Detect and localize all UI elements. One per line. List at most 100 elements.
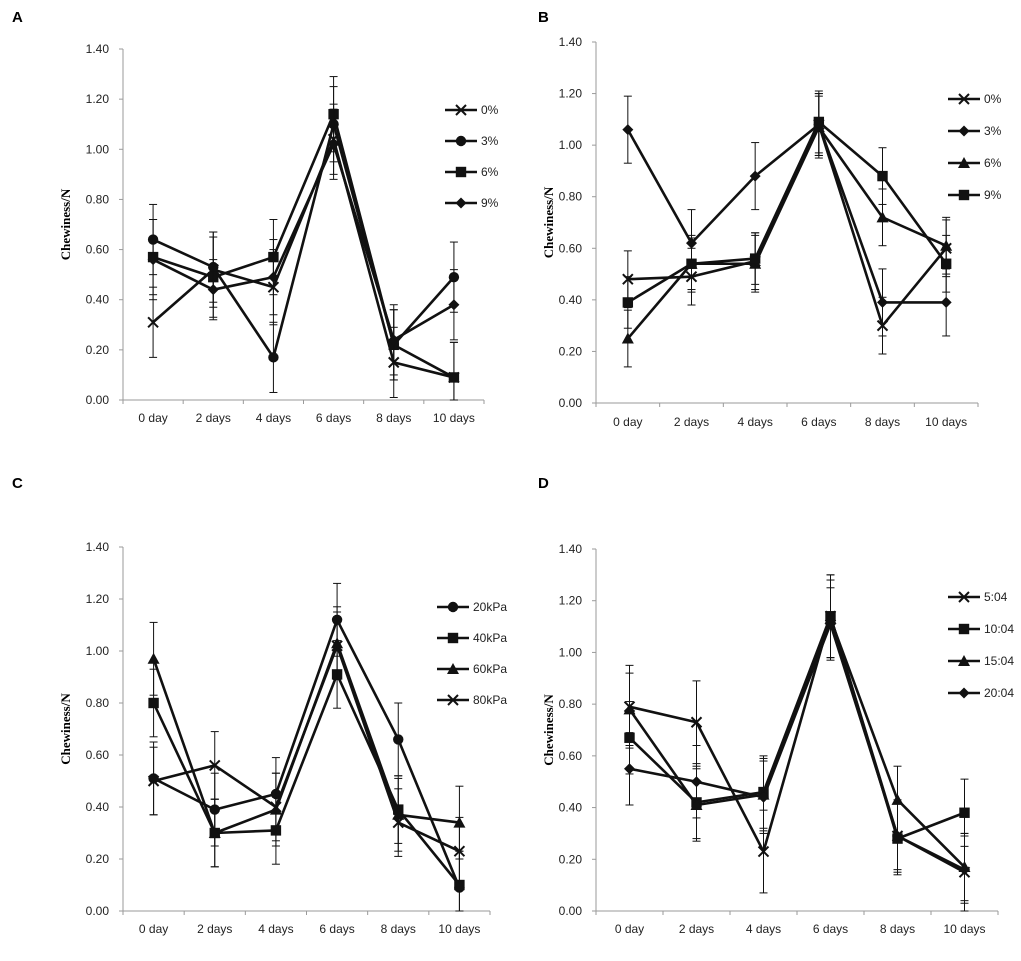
data-point [147,775,160,787]
data-point [877,170,888,182]
x-tick-label: 4 days [256,411,291,425]
x-tick-label: 8 days [865,415,900,429]
legend-label: 9% [481,196,499,210]
x-tick-label: 0 day [613,415,642,429]
y-tick-label: 1.40 [86,42,110,56]
panel-letter: C [12,475,23,492]
y-tick-label: 0.20 [86,343,110,357]
x-tick-label: 2 days [197,922,232,936]
legend: 20kPa 40kPa 60kPa 80kPa [437,600,507,707]
series-line [152,112,455,379]
data-point [813,116,825,128]
y-axis-label: Chewiness/N [541,694,556,766]
legend-label: 60kPa [473,662,507,676]
chart-panel-a: A 0.00 0.20 0.40 0.60 0.80 1.00 1.20 1.40 0 day 2 … [12,9,499,425]
chart-panel-c: C 0.00 0.20 0.40 0.60 0.80 1.00 1.20 1.40 0 day 2 … [12,475,507,936]
y-tick-label: 0.00 [559,904,583,918]
series-line [629,614,966,874]
series-20kPa [148,582,465,912]
data-point [690,716,703,728]
data-point [749,170,761,182]
legend-marker [455,104,467,116]
x-tick-label: 6 days [801,415,836,429]
panel-letter: B [538,9,549,26]
y-tick-label: 0.20 [86,852,110,866]
data-point [876,211,889,223]
legend-marker [455,166,467,178]
legend-label: 15:04 [984,654,1014,668]
data-point [147,316,159,328]
y-tick-label: 0.80 [86,192,110,206]
x-tick-label: 6 days [319,922,354,936]
series-line [152,641,460,835]
x-tick-label: 10 days [925,415,967,429]
data-point [267,271,279,283]
data-point [621,332,634,344]
legend-marker [455,135,467,147]
series-5:04 [623,574,971,912]
panel-letter: D [538,475,549,492]
data-point [331,640,343,652]
data-point [686,258,697,269]
legend-marker [958,623,970,635]
legend-label: 3% [481,134,499,148]
y-tick-label: 1.00 [559,138,583,152]
legend-label: 6% [984,156,1002,170]
data-point [691,776,702,788]
y-tick-label: 0.80 [559,190,583,204]
x-tick-label: 6 days [813,922,848,936]
chart-panel-b: B 0.00 0.20 0.40 0.60 0.80 1.00 1.20 1.40 0 day 2 … [538,9,1002,429]
y-tick-label: 0.00 [86,904,110,918]
y-tick-label: 0.40 [559,801,583,815]
x-tick-label: 2 days [679,922,714,936]
legend-marker [958,157,970,168]
y-tick-label: 1.40 [86,540,110,554]
y-axis-label: Chewiness/N [541,186,556,258]
y-tick-label: 0.60 [559,241,583,255]
x-tick-label: 4 days [258,922,293,936]
y-tick-label: 0.00 [559,396,583,410]
data-point [758,791,769,803]
y-tick-label: 0.60 [86,243,110,257]
x-tick-label: 8 days [880,922,915,936]
chart-panel-d: D 0.00 0.20 0.40 0.60 0.80 1.00 1.20 1.40 0 day 2 … [538,475,1014,936]
legend-label: 6% [481,165,499,179]
y-tick-label: 0.40 [559,293,583,307]
y-tick-label: 1.40 [559,35,583,49]
x-tick-label: 10 days [943,922,985,936]
y-tick-label: 0.40 [86,800,110,814]
series-line [626,125,947,340]
series-line [628,614,965,840]
data-point [448,299,460,311]
series-line [152,122,455,359]
y-tick-label: 1.20 [559,594,583,608]
x-tick-label: 10 days [438,922,480,936]
legend-label: 0% [984,92,1002,106]
y-tick-label: 0.20 [559,344,583,358]
y-tick-label: 1.20 [86,92,110,106]
y-tick-label: 1.00 [86,142,110,156]
data-point [388,334,400,346]
data-point [959,807,970,818]
y-tick-label: 0.60 [559,749,583,763]
series-0% [622,93,952,355]
legend-marker [958,93,970,105]
y-tick-label: 1.40 [559,542,583,556]
data-point [622,297,634,308]
series-9% [147,108,460,376]
series-6% [621,95,953,368]
data-point [959,864,970,876]
series-3% [147,86,460,393]
data-point [940,296,952,308]
y-tick-label: 0.80 [559,697,583,711]
legend-label: 40kPa [473,631,507,645]
data-point [892,830,903,842]
legend-marker [447,601,459,613]
series-line [628,617,966,868]
data-point [453,845,466,857]
legend-marker [958,687,970,699]
legend: 0% 3% 6% 9% [445,103,499,210]
data-point [147,254,159,266]
y-tick-label: 0.00 [86,393,110,407]
